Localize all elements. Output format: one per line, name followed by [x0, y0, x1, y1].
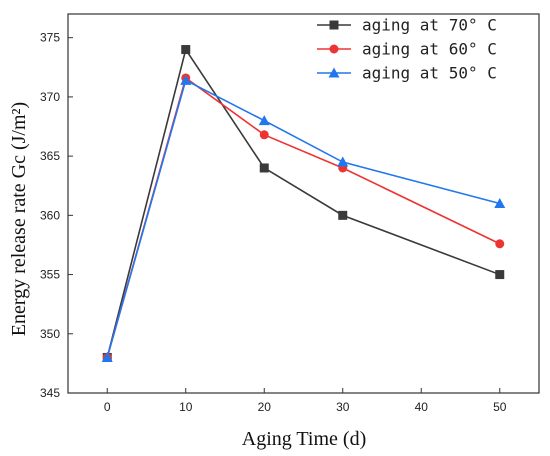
- x-tick-label: 10: [179, 400, 193, 414]
- y-tick-label: 370: [40, 90, 60, 104]
- data-point: [494, 198, 506, 208]
- legend-item: aging at 50° C: [317, 64, 497, 83]
- series-line: [106, 47, 501, 358]
- axes: 0 10 20 30 40 50 345 350 355 360 365 370 375: [40, 13, 540, 414]
- legend-label: aging at 60° C: [362, 40, 497, 59]
- y-tick-label: 365: [40, 149, 60, 163]
- data-point: [101, 351, 113, 362]
- legend: aging at 70° C aging at 60° C aging at 50°…: [317, 16, 497, 83]
- x-tick-label: 40: [415, 400, 429, 414]
- data-point: [338, 210, 348, 220]
- legend-item: aging at 70° C: [317, 16, 497, 35]
- x-tick-label: 20: [258, 400, 272, 414]
- legend-label: aging at 70° C: [362, 16, 497, 35]
- y-tick-label: 375: [40, 31, 60, 45]
- plot-frame: [67, 13, 540, 394]
- data-point: [337, 156, 349, 167]
- legend-marker: [328, 67, 340, 78]
- series-line: [106, 76, 501, 358]
- legend-item: aging at 60° C: [317, 40, 497, 59]
- data-point: [495, 270, 505, 280]
- y-tick-label: 360: [40, 208, 60, 222]
- x-tick-label: 50: [493, 400, 507, 414]
- y-axis-title: Energy release rate Gc (J/m²): [8, 102, 30, 336]
- series-1: [102, 45, 505, 362]
- x-tick-label: 30: [336, 400, 350, 414]
- data-point: [258, 115, 270, 126]
- data-point: [181, 45, 191, 55]
- y-tick-label: 355: [40, 268, 60, 282]
- data-point: [495, 239, 505, 249]
- data-point: [259, 130, 269, 140]
- y-tick-label: 345: [40, 386, 60, 400]
- legend-marker: [329, 20, 339, 30]
- x-axis-title: Aging Time (d): [242, 428, 366, 450]
- y-tick-label: 350: [40, 327, 60, 341]
- series-2: [102, 73, 505, 362]
- x-tick-label: 0: [104, 400, 111, 414]
- series-line: [106, 79, 500, 358]
- series-layer: [101, 45, 506, 362]
- legend-marker: [329, 44, 339, 54]
- data-point: [180, 74, 192, 85]
- series-3: [101, 74, 506, 362]
- legend-label: aging at 50° C: [362, 64, 497, 83]
- data-point: [259, 163, 269, 173]
